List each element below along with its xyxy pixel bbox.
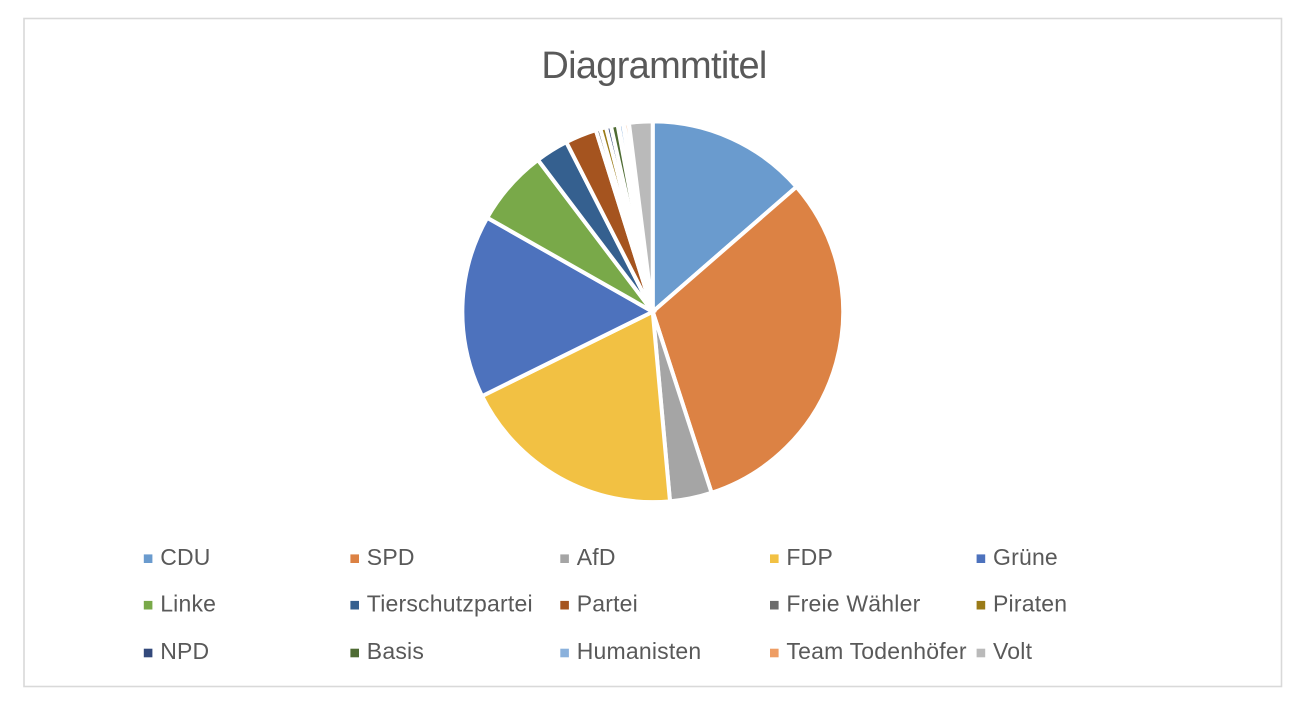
svg-text:Volt: Volt [993,638,1033,664]
svg-text:Grüne: Grüne [993,544,1058,570]
svg-text:Diagrammtitel: Diagrammtitel [541,45,766,87]
svg-text:Tierschutzpartei: Tierschutzpartei [367,590,533,616]
svg-text:Humanisten: Humanisten [577,638,702,664]
svg-text:Partei: Partei [577,590,638,616]
svg-text:AfD: AfD [577,544,616,570]
svg-text:CDU: CDU [160,544,210,570]
svg-text:FDP: FDP [786,544,833,570]
svg-text:NPD: NPD [160,638,209,664]
svg-text:Linke: Linke [160,590,216,616]
svg-text:Piraten: Piraten [993,590,1067,616]
svg-text:Basis: Basis [367,638,424,664]
svg-text:Team Todenhöfer: Team Todenhöfer [786,638,966,664]
svg-text:Freie Wähler: Freie Wähler [786,590,920,616]
svg-text:SPD: SPD [367,544,415,570]
